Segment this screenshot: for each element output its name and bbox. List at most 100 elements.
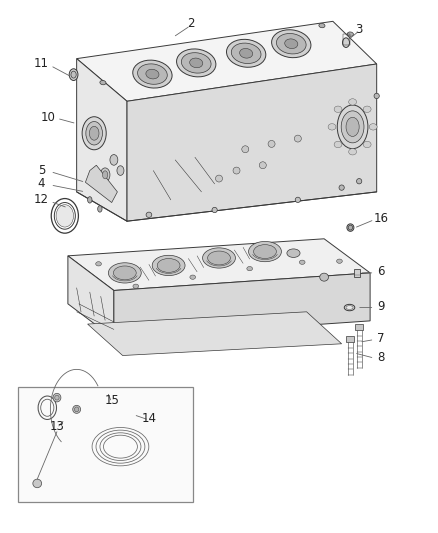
Bar	[18, 387, 193, 502]
Ellipse shape	[276, 34, 306, 54]
Ellipse shape	[369, 124, 377, 130]
Ellipse shape	[254, 245, 276, 259]
Ellipse shape	[133, 284, 138, 288]
Ellipse shape	[272, 30, 311, 58]
Ellipse shape	[146, 212, 152, 217]
Text: 10: 10	[41, 111, 56, 124]
Ellipse shape	[95, 262, 101, 266]
Ellipse shape	[287, 249, 300, 257]
Ellipse shape	[102, 171, 108, 179]
Ellipse shape	[268, 141, 275, 147]
Polygon shape	[114, 273, 370, 338]
Ellipse shape	[190, 58, 203, 68]
Polygon shape	[77, 59, 127, 221]
Ellipse shape	[82, 117, 106, 150]
Ellipse shape	[336, 259, 343, 263]
Ellipse shape	[33, 479, 42, 488]
Text: 16: 16	[374, 212, 389, 225]
Text: 4: 4	[38, 177, 46, 190]
Ellipse shape	[249, 241, 281, 262]
Ellipse shape	[215, 175, 223, 182]
Ellipse shape	[212, 207, 217, 213]
Ellipse shape	[320, 273, 328, 281]
Ellipse shape	[71, 71, 76, 78]
Ellipse shape	[69, 69, 78, 80]
Ellipse shape	[349, 99, 357, 105]
Ellipse shape	[349, 149, 357, 155]
Ellipse shape	[108, 263, 141, 283]
Ellipse shape	[259, 162, 266, 168]
Polygon shape	[68, 256, 114, 338]
Text: 14: 14	[141, 412, 156, 425]
Ellipse shape	[357, 179, 362, 184]
Ellipse shape	[113, 266, 136, 280]
Ellipse shape	[86, 122, 102, 145]
Text: 2: 2	[187, 18, 194, 30]
Ellipse shape	[181, 53, 211, 73]
Ellipse shape	[319, 23, 325, 28]
Ellipse shape	[346, 117, 359, 136]
Text: 5: 5	[38, 164, 45, 177]
Ellipse shape	[202, 248, 236, 268]
Ellipse shape	[110, 155, 118, 165]
Ellipse shape	[347, 224, 354, 231]
Ellipse shape	[226, 39, 266, 67]
Text: 9: 9	[377, 300, 385, 313]
Text: 11: 11	[34, 58, 49, 70]
Text: 15: 15	[104, 394, 119, 407]
Ellipse shape	[100, 168, 110, 182]
Ellipse shape	[190, 275, 195, 279]
Polygon shape	[88, 312, 342, 356]
Ellipse shape	[346, 306, 353, 309]
Polygon shape	[77, 21, 377, 101]
Ellipse shape	[88, 197, 92, 203]
Ellipse shape	[240, 49, 253, 58]
Ellipse shape	[363, 106, 371, 112]
Text: 3: 3	[356, 23, 363, 36]
Polygon shape	[85, 165, 117, 203]
Ellipse shape	[73, 405, 81, 414]
Text: 8: 8	[378, 351, 385, 364]
Text: 13: 13	[49, 420, 64, 433]
Ellipse shape	[74, 407, 79, 411]
Ellipse shape	[138, 64, 167, 84]
Ellipse shape	[146, 69, 159, 79]
Ellipse shape	[299, 260, 305, 264]
Ellipse shape	[152, 255, 185, 276]
Ellipse shape	[328, 124, 336, 130]
Ellipse shape	[339, 185, 344, 190]
Ellipse shape	[285, 39, 298, 49]
Ellipse shape	[374, 93, 379, 99]
Ellipse shape	[334, 141, 342, 148]
Bar	[354, 269, 360, 277]
Ellipse shape	[117, 166, 124, 175]
Ellipse shape	[177, 49, 216, 77]
Ellipse shape	[233, 167, 240, 174]
Polygon shape	[127, 64, 377, 221]
Ellipse shape	[347, 32, 353, 36]
Ellipse shape	[53, 393, 61, 402]
Ellipse shape	[55, 395, 59, 400]
Bar	[346, 336, 354, 342]
Ellipse shape	[100, 80, 106, 85]
Polygon shape	[68, 239, 370, 290]
Text: 6: 6	[377, 265, 385, 278]
Ellipse shape	[341, 111, 364, 143]
Bar	[355, 324, 363, 330]
Ellipse shape	[242, 146, 249, 152]
Ellipse shape	[98, 206, 102, 212]
Bar	[343, 34, 350, 45]
Ellipse shape	[294, 135, 301, 142]
Ellipse shape	[343, 38, 350, 47]
Text: 7: 7	[377, 332, 385, 345]
Ellipse shape	[295, 197, 300, 203]
Ellipse shape	[337, 105, 368, 149]
Ellipse shape	[363, 141, 371, 148]
Ellipse shape	[231, 43, 261, 63]
Ellipse shape	[157, 259, 180, 272]
Ellipse shape	[56, 205, 74, 227]
Ellipse shape	[334, 106, 342, 112]
Ellipse shape	[89, 126, 99, 140]
Text: 12: 12	[34, 193, 49, 206]
Ellipse shape	[133, 60, 172, 88]
